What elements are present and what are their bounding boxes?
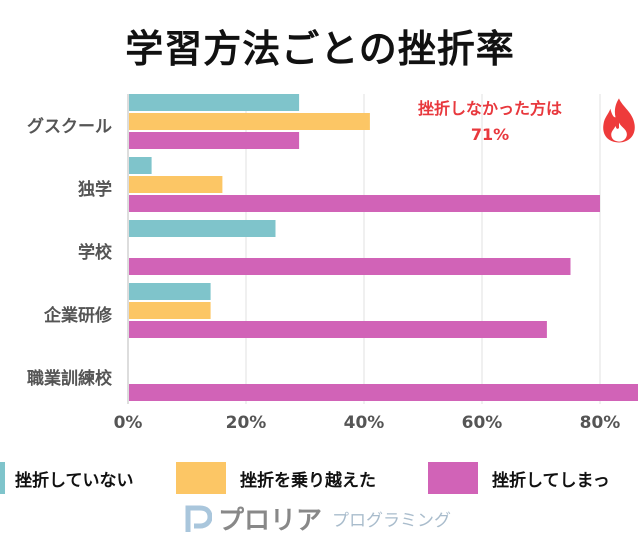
logo: プロリア プログラミング [184,500,451,537]
bar [129,321,547,338]
legend: 挫折していない 挫折を乗り越えた 挫折してしまっ [0,462,640,496]
annotation-line2: 71% [470,125,510,144]
fire-icon [603,98,635,143]
logo-sub: プログラミング [332,511,452,531]
bar [129,113,370,130]
bar [129,195,600,212]
legend-swatch [428,462,478,494]
legend-label: 挫折を乗り越えた [240,470,376,491]
legend-label: 挫折してしまっ [492,470,610,491]
legend-swatch [176,462,226,494]
bar [129,384,638,401]
x-tick-label: 80% [579,413,621,433]
bar [129,176,223,193]
bar [129,132,300,149]
category-label: 独学 [78,180,112,200]
category-label: 職業訓練校 [27,369,112,389]
legend-item: 挫折していない [0,462,134,494]
legend-swatch [0,462,5,494]
legend-item: 挫折してしまっ [428,462,610,494]
x-tick-label: 0% [113,413,143,433]
category-label: 企業研修 [44,306,112,326]
bar [129,302,211,319]
bar [129,258,571,275]
legend-label: 挫折していない [15,470,134,491]
annotation: 挫折しなかった方は 71% [380,96,600,148]
annotation-line1: 挫折しなかった方は [417,99,562,118]
logo-mark-icon [185,505,212,532]
legend-item: 挫折を乗り越えた [176,462,376,494]
x-tick-label: 40% [343,413,385,433]
category-label: 学校 [78,243,112,263]
bar [129,94,300,111]
bar [129,157,152,174]
logo-name: プロリア [218,506,323,536]
x-tick-label: 20% [225,413,267,433]
chart-title: 学習方法ごとの挫折率 [125,27,515,71]
bar [129,283,211,300]
x-tick-label: 60% [461,413,503,433]
bar [129,220,276,237]
category-label: グスクール [27,117,112,137]
